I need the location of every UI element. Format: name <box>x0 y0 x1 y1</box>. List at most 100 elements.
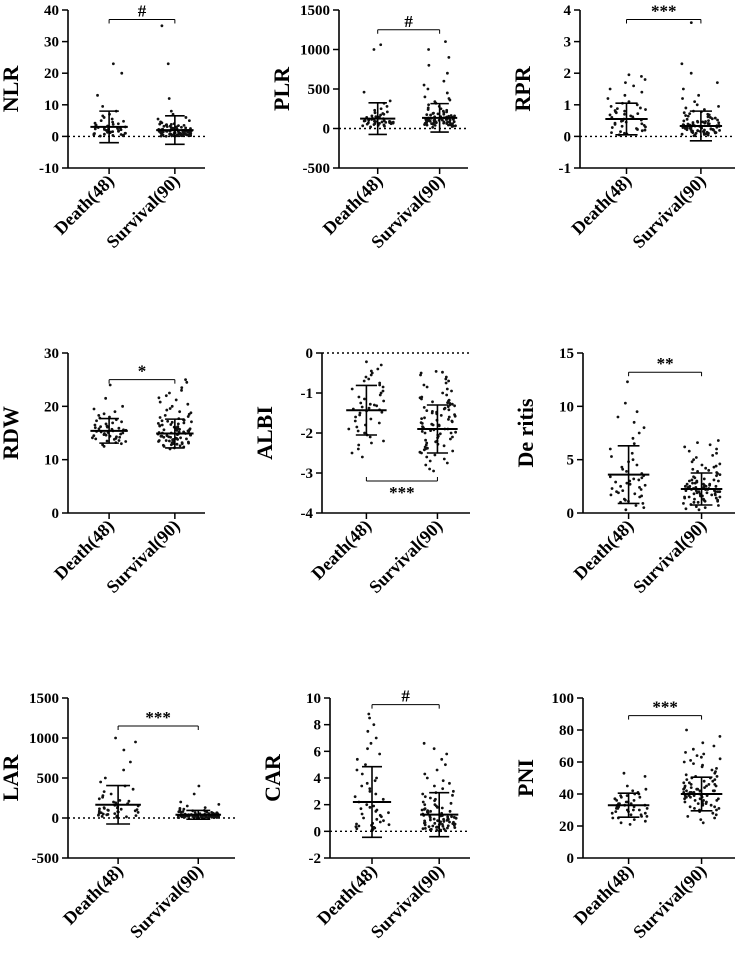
y-tick-label: 1000 <box>300 43 330 59</box>
data-point <box>449 801 453 805</box>
data-point <box>683 784 687 788</box>
category-label: Death(48) <box>313 861 382 930</box>
y-tick-label: 30 <box>44 346 59 362</box>
data-point <box>431 400 434 404</box>
data-point <box>697 508 701 512</box>
data-point <box>162 428 166 432</box>
data-point <box>448 820 451 824</box>
data-point <box>699 755 703 759</box>
data-point <box>423 807 427 811</box>
data-point <box>136 811 140 814</box>
y-axis-title: De ritis <box>513 398 538 467</box>
data-point <box>97 797 101 801</box>
data-point <box>639 488 643 491</box>
data-point <box>91 436 94 440</box>
data-point <box>373 108 377 112</box>
data-point <box>134 814 138 817</box>
data-point <box>695 103 699 107</box>
data-point <box>190 420 193 424</box>
data-point <box>99 780 103 784</box>
data-point <box>716 490 720 494</box>
data-point <box>632 84 636 88</box>
y-axis-title: RDW <box>0 406 23 460</box>
data-point <box>192 792 196 796</box>
data-point <box>167 97 171 100</box>
data-point <box>431 423 435 427</box>
data-point <box>709 127 713 131</box>
data-point <box>445 752 449 756</box>
data-point <box>640 129 644 133</box>
data-point <box>419 421 423 424</box>
data-point <box>703 506 707 510</box>
data-point <box>443 406 447 410</box>
data-point <box>451 122 454 126</box>
data-point <box>629 114 633 118</box>
y-tick-label: 1000 <box>29 731 59 747</box>
data-point <box>103 432 106 435</box>
data-point <box>181 810 185 813</box>
data-point <box>688 112 692 116</box>
data-point <box>180 388 183 392</box>
data-point <box>157 439 161 442</box>
y-tick-label: 40 <box>559 787 574 803</box>
data-point <box>615 490 618 494</box>
data-point <box>425 776 429 780</box>
y-tick-label: 60 <box>559 755 574 771</box>
data-point <box>418 450 422 454</box>
y-tick-label: 1500 <box>300 3 330 19</box>
y-tick-label: 4 <box>314 771 322 787</box>
data-point <box>355 822 358 826</box>
data-point <box>690 460 694 464</box>
data-point <box>704 466 708 470</box>
data-point <box>450 815 453 819</box>
data-point <box>423 772 427 776</box>
data-point <box>451 124 455 128</box>
y-tick-label: 100 <box>552 691 575 707</box>
data-point <box>611 816 615 820</box>
data-point <box>157 396 161 400</box>
data-point <box>186 415 190 418</box>
data-point <box>203 806 207 809</box>
data-point <box>388 99 392 103</box>
data-point <box>623 109 627 113</box>
data-point <box>99 425 102 428</box>
data-point <box>422 383 426 387</box>
data-point <box>381 385 385 389</box>
data-point <box>176 816 180 819</box>
data-point <box>689 783 693 786</box>
data-point <box>95 419 98 423</box>
data-point <box>450 419 454 423</box>
data-point <box>445 387 449 391</box>
data-point <box>186 402 190 406</box>
data-point <box>368 435 372 439</box>
data-point <box>125 815 128 819</box>
data-point <box>354 415 357 419</box>
panel-pni: 0 20 40 60 80 100 PNI Death(48)Survival(90) *** <box>513 691 735 943</box>
y-tick-label: 1500 <box>29 691 59 707</box>
data-point <box>689 71 693 75</box>
data-point <box>359 807 363 811</box>
data-point <box>420 430 424 433</box>
data-point <box>99 811 103 815</box>
data-point <box>368 805 372 809</box>
data-point <box>379 391 383 395</box>
y-tick-label: 40 <box>44 3 59 19</box>
data-point <box>387 823 391 827</box>
data-point <box>447 408 451 412</box>
data-point <box>92 434 96 438</box>
y-tick-label: -2 <box>309 851 322 867</box>
data-point <box>432 469 435 473</box>
data-point <box>620 465 624 469</box>
data-point <box>645 815 649 818</box>
data-point <box>692 500 696 504</box>
data-point <box>357 395 361 399</box>
y-tick-label: 0 <box>52 506 60 522</box>
data-point <box>119 432 123 436</box>
data-point <box>632 477 636 481</box>
data-point <box>355 757 359 761</box>
data-point <box>367 712 371 716</box>
data-point <box>160 24 164 28</box>
data-point <box>447 415 451 419</box>
data-point <box>432 747 436 751</box>
significance-label: *** <box>652 698 678 717</box>
